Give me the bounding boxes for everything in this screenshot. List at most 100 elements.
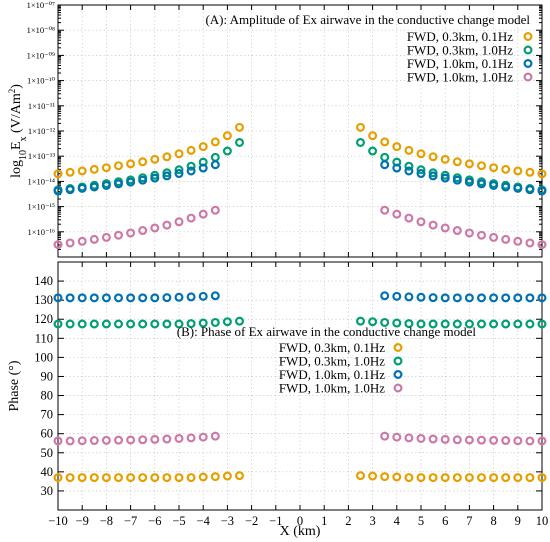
legend-marker (523, 58, 533, 68)
y-tick-label: 50 (41, 446, 54, 460)
x-tick-label: −4 (197, 514, 211, 528)
data-point (138, 435, 148, 445)
data-point (162, 152, 172, 162)
data-point (380, 291, 390, 301)
data-point (464, 435, 474, 445)
data-point (380, 160, 390, 170)
data-point (222, 471, 232, 481)
data-point (404, 166, 414, 176)
data-point (428, 168, 438, 178)
data-point (77, 293, 87, 303)
data-point (392, 318, 402, 328)
data-point (198, 163, 208, 173)
data-point (368, 131, 378, 141)
data-point (525, 436, 535, 446)
data-point (525, 473, 535, 483)
data-point (101, 232, 111, 242)
data-point (126, 177, 136, 187)
data-point (186, 473, 196, 483)
data-point (428, 171, 438, 181)
data-point (210, 291, 220, 301)
data-point (380, 152, 390, 162)
data-point (428, 473, 438, 483)
data-point (174, 319, 184, 329)
x-tick-label: 10 (536, 514, 549, 528)
panel-a-grid (58, 4, 542, 257)
data-point (501, 473, 511, 483)
data-point (198, 291, 208, 301)
x-tick-label: −6 (148, 514, 161, 528)
y-tick-label: 1×10⁻¹⁰ (27, 76, 56, 86)
data-point (222, 146, 232, 156)
data-point (428, 152, 438, 162)
data-point (210, 472, 220, 482)
data-point (65, 319, 75, 329)
data-point (126, 473, 136, 483)
data-point (53, 436, 63, 446)
data-point (513, 236, 523, 246)
data-point (101, 435, 111, 445)
data-point (452, 175, 462, 185)
data-point (222, 317, 232, 327)
ylabel-log: log (9, 160, 24, 178)
data-point (392, 291, 402, 301)
data-point (513, 436, 523, 446)
data-point (77, 473, 87, 483)
data-point (404, 213, 414, 223)
data-point (126, 435, 136, 445)
y-tick-label: 100 (34, 350, 53, 364)
panel-a-y-axis-label: log10Ex (V/Am2) (7, 84, 29, 178)
data-point (440, 319, 450, 329)
y-tick-label: 1×10⁻⁰⁷ (27, 0, 55, 10)
data-point (198, 432, 208, 442)
data-point (113, 319, 123, 329)
data-point (440, 154, 450, 164)
data-point (392, 472, 402, 482)
data-point (198, 142, 208, 152)
data-point (392, 209, 402, 219)
data-point (174, 169, 184, 179)
data-point (537, 473, 547, 483)
legend-entry-label: FWD, 0.3km, 1.0Hz (279, 354, 385, 369)
data-point (452, 293, 462, 303)
data-point (77, 436, 87, 446)
data-point (210, 160, 220, 170)
data-point (380, 317, 390, 327)
data-point (477, 230, 487, 240)
data-point (537, 240, 547, 250)
data-point (525, 293, 535, 303)
data-point (150, 154, 160, 164)
panel-b-ticks: −10 −9 −8 −7 −6 −5 −4 −3 −2 −1 0 1 2 3 4 5 6 7 8 9 103040506… (34, 262, 548, 528)
data-point (113, 473, 123, 483)
x-tick-label: −2 (245, 514, 258, 528)
data-point (489, 293, 499, 303)
y-tick-label: 30 (41, 484, 54, 498)
data-point (489, 163, 499, 173)
data-point (174, 165, 184, 175)
data-point (101, 163, 111, 173)
data-point (235, 137, 245, 147)
data-point (138, 293, 148, 303)
data-point (235, 122, 245, 132)
data-point (65, 238, 75, 248)
data-point (416, 217, 426, 227)
legend-marker (393, 370, 403, 380)
data-point (113, 435, 123, 445)
x-tick-label: 1 (321, 514, 327, 528)
legend-entry-label: FWD, 0.3km, 0.1Hz (279, 340, 385, 355)
data-point (150, 293, 160, 303)
data-point (162, 293, 172, 303)
data-point (89, 182, 99, 192)
data-point (368, 471, 378, 481)
data-point (428, 319, 438, 329)
x-tick-label: −8 (100, 514, 113, 528)
data-point (501, 293, 511, 303)
data-point (53, 169, 63, 179)
data-point (162, 434, 172, 444)
x-axis-label: X (km) (280, 524, 321, 539)
data-point (452, 435, 462, 445)
data-point (440, 223, 450, 233)
data-point (162, 220, 172, 230)
